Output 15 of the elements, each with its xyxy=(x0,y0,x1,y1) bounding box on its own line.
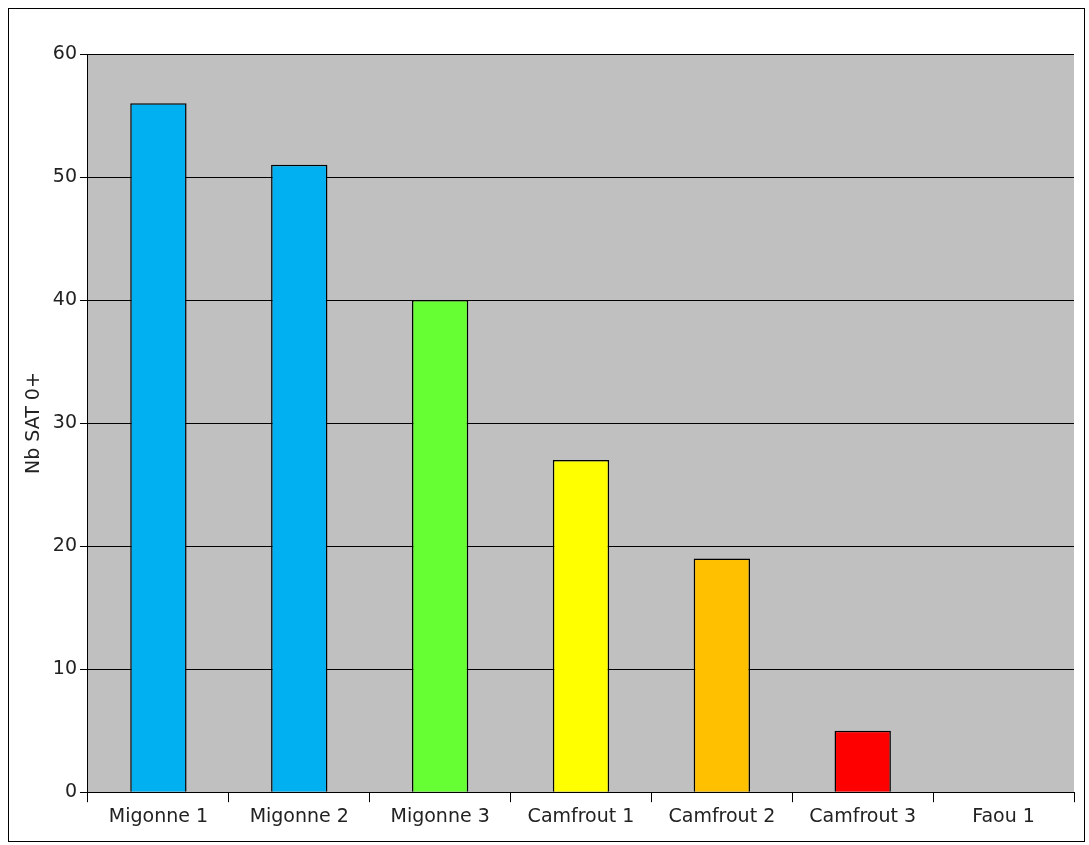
y-axis-title: Nb SAT 0+ xyxy=(21,372,44,475)
y-tick-label: 10 xyxy=(52,656,77,679)
x-tick-label: Camfrout 2 xyxy=(668,803,776,826)
x-tick-label: Migonne 1 xyxy=(108,803,209,826)
y-tick-label: 50 xyxy=(52,163,77,186)
x-tick-label: Migonne 2 xyxy=(249,803,349,826)
x-tick-label: Camfrout 3 xyxy=(809,803,917,826)
y-tick-label: 40 xyxy=(52,287,77,309)
x-tick-label: Faou 1 xyxy=(972,803,1035,826)
y-tick-label: 60 xyxy=(52,40,77,63)
y-tick-label: 20 xyxy=(52,533,77,556)
y-tick-label: 0 xyxy=(64,779,77,802)
x-tick-label: Migonne 3 xyxy=(390,803,490,826)
y-tick-label: 30 xyxy=(52,410,77,433)
x-tick-label: Camfrout 1 xyxy=(527,803,635,826)
